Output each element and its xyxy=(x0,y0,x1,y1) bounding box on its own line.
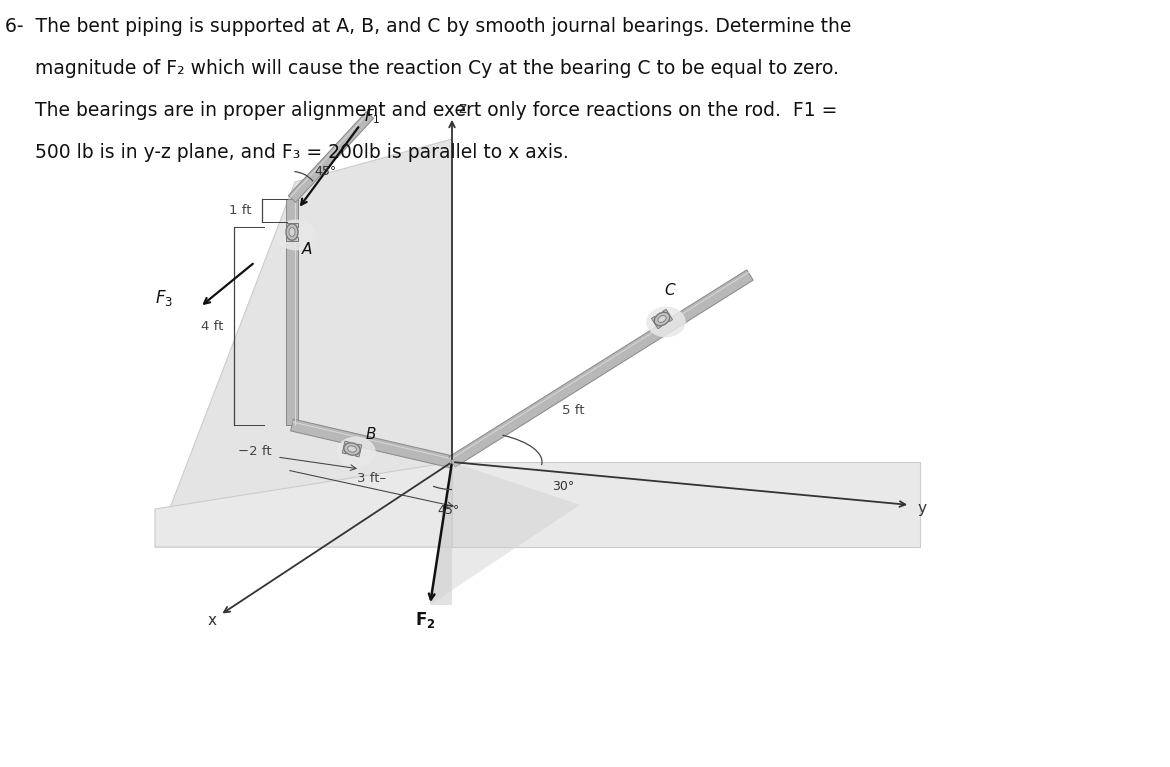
Ellipse shape xyxy=(276,219,316,250)
Text: 6-  The bent piping is supported at A, B, and C by smooth journal bearings. Dete: 6- The bent piping is supported at A, B,… xyxy=(5,17,852,36)
Polygon shape xyxy=(652,316,661,329)
Ellipse shape xyxy=(285,224,298,240)
Text: 4 ft: 4 ft xyxy=(201,320,223,333)
Text: C: C xyxy=(665,283,675,298)
Polygon shape xyxy=(452,462,920,547)
Text: y: y xyxy=(917,502,925,516)
Text: 1 ft: 1 ft xyxy=(229,204,252,217)
Text: 500 lb is in y-z plane, and F₃ = 200lb is parallel to x axis.: 500 lb is in y-z plane, and F₃ = 200lb i… xyxy=(5,143,569,162)
Text: 45°: 45° xyxy=(438,504,460,517)
Ellipse shape xyxy=(646,307,686,337)
Text: 3 ft–: 3 ft– xyxy=(358,472,386,485)
Polygon shape xyxy=(662,309,673,321)
Polygon shape xyxy=(356,444,362,457)
Text: $F_1$: $F_1$ xyxy=(364,107,380,126)
Polygon shape xyxy=(285,223,298,227)
Ellipse shape xyxy=(289,228,295,236)
Text: z: z xyxy=(457,101,466,116)
Polygon shape xyxy=(285,237,298,241)
Polygon shape xyxy=(449,270,753,467)
Ellipse shape xyxy=(347,446,357,453)
Ellipse shape xyxy=(336,436,376,467)
Text: −2 ft: −2 ft xyxy=(239,445,271,458)
Ellipse shape xyxy=(658,315,666,322)
Polygon shape xyxy=(431,462,580,605)
Polygon shape xyxy=(290,419,453,468)
Polygon shape xyxy=(154,462,452,547)
Ellipse shape xyxy=(654,312,669,326)
Text: B: B xyxy=(366,427,377,442)
Ellipse shape xyxy=(344,443,360,455)
Polygon shape xyxy=(285,199,298,425)
Text: 30°: 30° xyxy=(552,480,574,493)
Text: x: x xyxy=(208,613,216,628)
Text: A: A xyxy=(302,242,312,257)
Polygon shape xyxy=(343,441,349,454)
Polygon shape xyxy=(288,112,373,202)
Polygon shape xyxy=(154,139,452,547)
Polygon shape xyxy=(431,462,452,605)
Text: $\mathit{F}_3$: $\mathit{F}_3$ xyxy=(154,288,173,308)
Text: 45°: 45° xyxy=(314,165,336,178)
Text: magnitude of F₂ which will cause the reaction Cy at the bearing C to be equal to: magnitude of F₂ which will cause the rea… xyxy=(5,59,839,78)
Text: The bearings are in proper alignment and exert only force reactions on the rod. : The bearings are in proper alignment and… xyxy=(5,101,838,120)
Text: 5 ft: 5 ft xyxy=(562,403,584,416)
Text: $\mathbf{F_2}$: $\mathbf{F_2}$ xyxy=(414,610,435,630)
